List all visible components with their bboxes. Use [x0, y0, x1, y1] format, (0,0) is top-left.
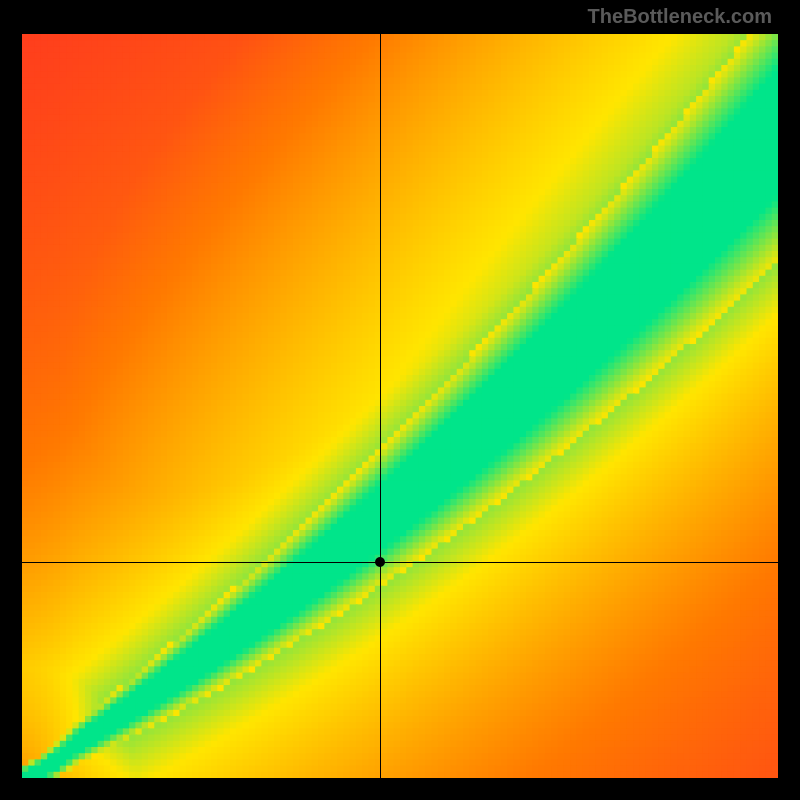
plot-area	[22, 34, 778, 778]
watermark-text: TheBottleneck.com	[588, 6, 772, 29]
crosshair-vertical	[380, 34, 381, 778]
crosshair-marker	[375, 557, 385, 567]
crosshair-horizontal	[22, 562, 778, 563]
heatmap-canvas	[22, 34, 778, 778]
